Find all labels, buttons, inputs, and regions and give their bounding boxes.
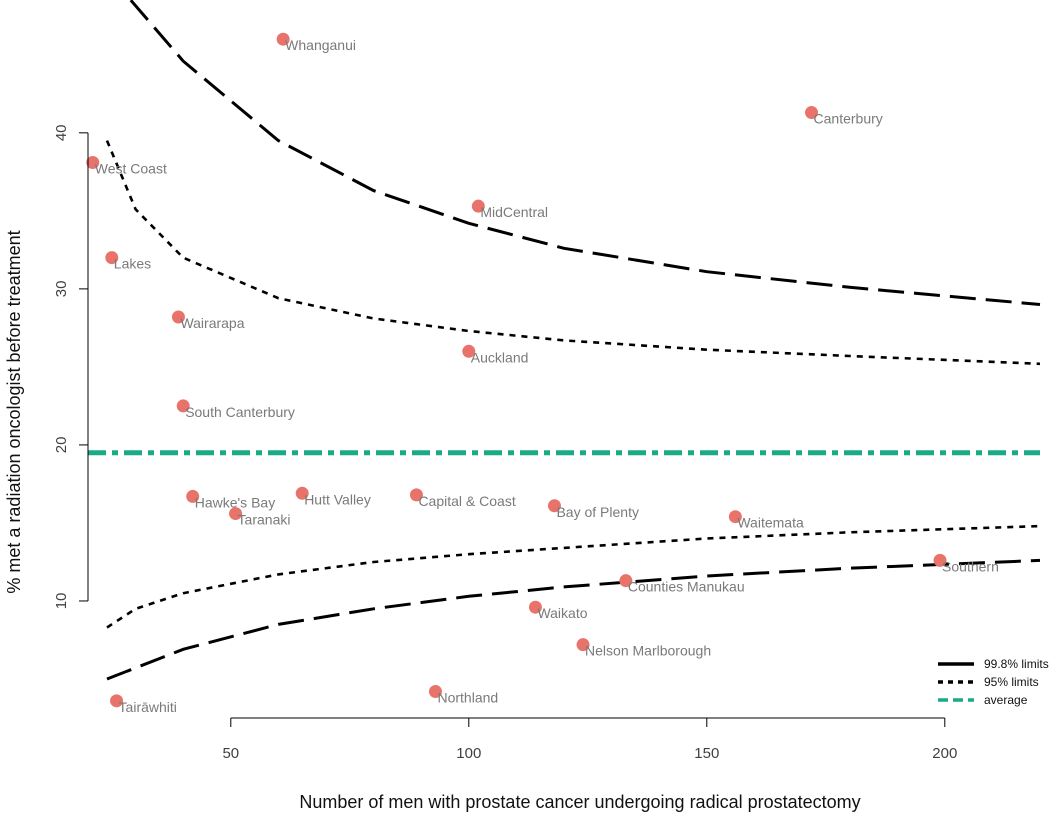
- x-axis: 50 100 150 200: [222, 717, 957, 762]
- y-tick-label: 40: [53, 124, 70, 141]
- data-point: [428, 684, 442, 698]
- y-axis: 10 20 30 40: [53, 124, 89, 610]
- data-point: [176, 399, 190, 413]
- y-tick-label: 10: [53, 593, 70, 610]
- legend-label: 95% limits: [984, 675, 1039, 689]
- data-point: [619, 574, 633, 588]
- y-tick-label: 30: [53, 281, 70, 298]
- point-label: South Canterbury: [185, 404, 295, 420]
- legend-label: 99.8% limits: [984, 657, 1049, 671]
- point-label: West Coast: [95, 160, 167, 176]
- data-point: [295, 486, 309, 500]
- x-tick-label: 50: [222, 745, 239, 762]
- x-axis-title: Number of men with prostate cancer under…: [299, 792, 860, 812]
- data-point: [86, 155, 100, 169]
- data-point: [728, 510, 742, 524]
- point-label: Tairāwhiti: [119, 699, 177, 715]
- limit-curve-1-upper: [105, 140, 1041, 366]
- y-axis-title: % met a radiation oncologist before trea…: [4, 230, 24, 593]
- data-point: [462, 344, 476, 358]
- point-label: Wairarapa: [180, 315, 244, 331]
- x-tick-label: 200: [932, 745, 957, 762]
- limit-curve-0-lower: [106, 558, 1041, 681]
- point-label: Nelson Marlborough: [585, 643, 711, 659]
- data-point: [105, 251, 119, 265]
- legend: 99.8% limits 95% limits average: [938, 657, 1049, 707]
- data-point: [528, 600, 542, 614]
- x-tick-label: 100: [456, 745, 481, 762]
- point-label: Canterbury: [814, 111, 883, 127]
- limit-curve-0-upper: [129, 0, 1041, 306]
- data-point: [576, 638, 590, 652]
- point-label: Whanganui: [285, 37, 356, 53]
- data-point: [171, 310, 185, 324]
- point-label: Bay of Plenty: [556, 504, 639, 520]
- limit-curve-1-lower: [106, 524, 1041, 629]
- data-point: [409, 488, 423, 502]
- data-points: Whanganui Canterbury West Coast MidCentral L…: [86, 32, 999, 715]
- point-label: Northland: [437, 689, 498, 705]
- data-point: [471, 199, 485, 213]
- data-point: [186, 489, 200, 503]
- data-point: [933, 553, 947, 567]
- data-point: [110, 694, 124, 708]
- y-tick-label: 20: [53, 437, 70, 454]
- point-label: Lakes: [114, 256, 151, 272]
- point-label: Counties Manukau: [628, 579, 745, 595]
- data-point: [547, 499, 561, 513]
- data-point: [805, 106, 819, 120]
- point-label: Auckland: [471, 349, 529, 365]
- point-label: Hawke's Bay: [195, 494, 275, 510]
- point-label: Southern: [942, 558, 999, 574]
- point-label: Capital & Coast: [418, 493, 515, 509]
- point-label: Waitemata: [737, 515, 804, 531]
- point-label: MidCentral: [480, 204, 548, 220]
- point-label: Waikato: [537, 605, 587, 621]
- data-point: [229, 507, 243, 521]
- limit-curves: [105, 0, 1041, 681]
- point-label: Hutt Valley: [304, 491, 371, 507]
- legend-label: average: [984, 693, 1028, 707]
- x-tick-label: 150: [694, 745, 719, 762]
- data-point: [276, 32, 290, 46]
- point-label: Taranaki: [238, 512, 291, 528]
